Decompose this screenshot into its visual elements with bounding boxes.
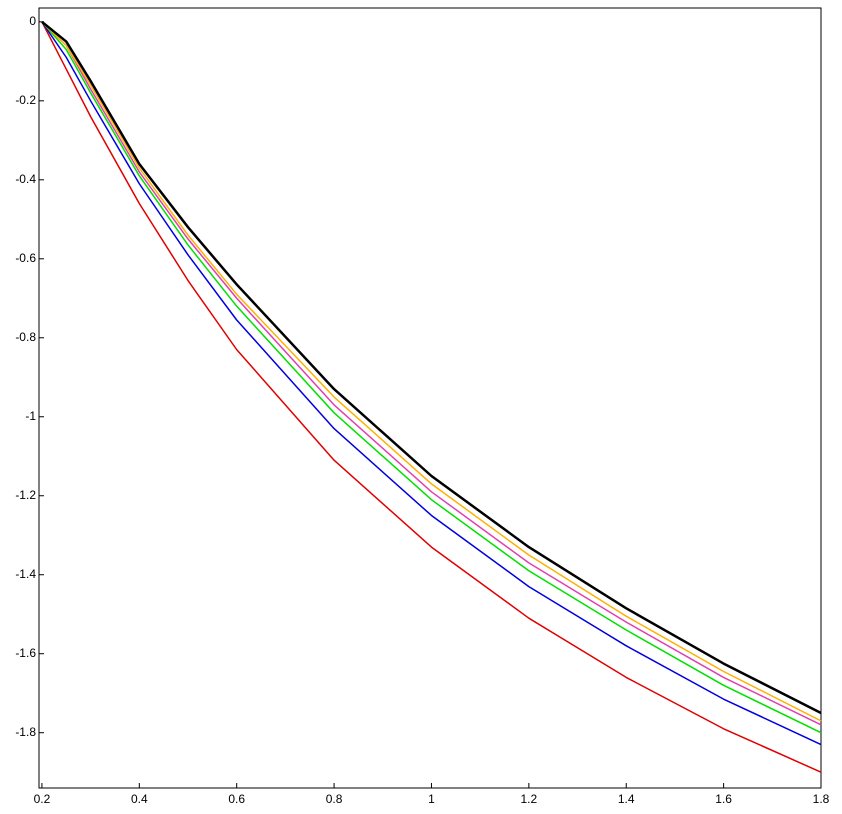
x-tick-label: 1.4 xyxy=(618,792,635,806)
y-tick-label: -1 xyxy=(25,409,36,423)
y-tick-label: -0.2 xyxy=(15,93,36,107)
x-tick-label: 0.6 xyxy=(228,792,245,806)
y-tick-label: -1.8 xyxy=(15,725,36,739)
y-tick-label: -0.6 xyxy=(15,251,36,265)
plot-frame xyxy=(38,7,822,789)
x-tick-label: 1 xyxy=(428,792,435,806)
series-line xyxy=(41,21,822,734)
y-tick-label: -0.8 xyxy=(15,330,36,344)
y-tick-label: 0 xyxy=(29,14,36,28)
x-tick-label: 0.4 xyxy=(131,792,148,806)
series-line xyxy=(41,21,822,746)
x-tick-label: 0.8 xyxy=(326,792,343,806)
series-line xyxy=(41,21,822,726)
y-tick-label: -1.2 xyxy=(15,488,36,502)
x-tick-label: 1.8 xyxy=(813,792,830,806)
x-tick-label: 1.6 xyxy=(715,792,732,806)
y-tick-label: -1.4 xyxy=(15,567,36,581)
series-line xyxy=(41,21,822,722)
x-tick-label: 0.2 xyxy=(34,792,51,806)
x-tick-label: 1.2 xyxy=(521,792,538,806)
y-tick-label: -1.6 xyxy=(15,646,36,660)
series-line xyxy=(41,20,822,715)
y-tick-label: -0.4 xyxy=(15,172,36,186)
series-line xyxy=(41,21,822,773)
